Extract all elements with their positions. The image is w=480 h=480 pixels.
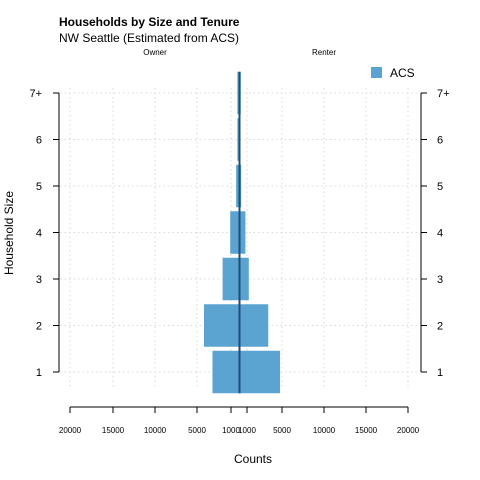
bar-renter-2 <box>239 304 269 347</box>
y-axis-label: Household Size <box>2 191 16 275</box>
bar-renter-3 <box>239 257 249 301</box>
legend-label: ACS <box>390 66 415 80</box>
x-tick-label: 20000 <box>59 426 82 435</box>
axes: 1 12 23 34 45 56 67+ 7+20000 15000 10000 5000 10001… <box>29 88 449 435</box>
y-tick-label-right: 1 <box>437 367 443 379</box>
y-tick-label-right: 4 <box>437 228 443 240</box>
legend-swatch <box>371 67 382 78</box>
renter-group-label: Renter <box>312 48 336 57</box>
x-axis-label: Counts <box>234 452 272 466</box>
x-tick-label: 1000 <box>238 426 256 435</box>
x-tick-label: 10000 <box>313 426 336 435</box>
chart-title: Households by Size and Tenure <box>59 15 240 29</box>
x-tick-label: 15000 <box>355 426 378 435</box>
x-tick-label: 15000 <box>102 426 125 435</box>
bar-owner-1 <box>212 350 240 394</box>
y-tick-label-left: 2 <box>36 321 42 333</box>
x-tick-label: 10000 <box>144 426 167 435</box>
y-tick-label-left: 3 <box>36 274 42 286</box>
x-tick-label: 1000 <box>222 426 240 435</box>
chart-subtitle: NW Seattle (Estimated from ACS) <box>59 31 239 45</box>
x-tick-label: 5000 <box>188 426 206 435</box>
x-tick-label: 5000 <box>273 426 291 435</box>
owner-group-label: Owner <box>143 48 167 57</box>
y-tick-label-right: 7+ <box>437 88 450 100</box>
bars <box>204 71 281 394</box>
y-tick-label-right: 3 <box>437 274 443 286</box>
bar-owner-2 <box>204 304 240 347</box>
y-tick-label-left: 7+ <box>29 88 42 100</box>
y-tick-label-right: 6 <box>437 135 443 147</box>
y-tick-label-left: 6 <box>36 135 42 147</box>
x-tick-label: 20000 <box>397 426 420 435</box>
y-tick-label-left: 1 <box>36 367 42 379</box>
bar-renter-4 <box>239 211 246 254</box>
bar-owner-4 <box>230 211 240 254</box>
y-tick-label-left: 4 <box>36 228 42 240</box>
legend: ACS <box>371 66 415 80</box>
y-tick-label-left: 5 <box>36 181 42 193</box>
bar-renter-1 <box>239 350 281 394</box>
y-tick-label-right: 5 <box>437 181 443 193</box>
bar-owner-5 <box>236 164 240 208</box>
bar-owner-6 <box>237 118 240 161</box>
bar-owner-7+ <box>237 71 240 115</box>
bar-owner-3 <box>222 257 240 301</box>
y-tick-label-right: 2 <box>437 321 443 333</box>
